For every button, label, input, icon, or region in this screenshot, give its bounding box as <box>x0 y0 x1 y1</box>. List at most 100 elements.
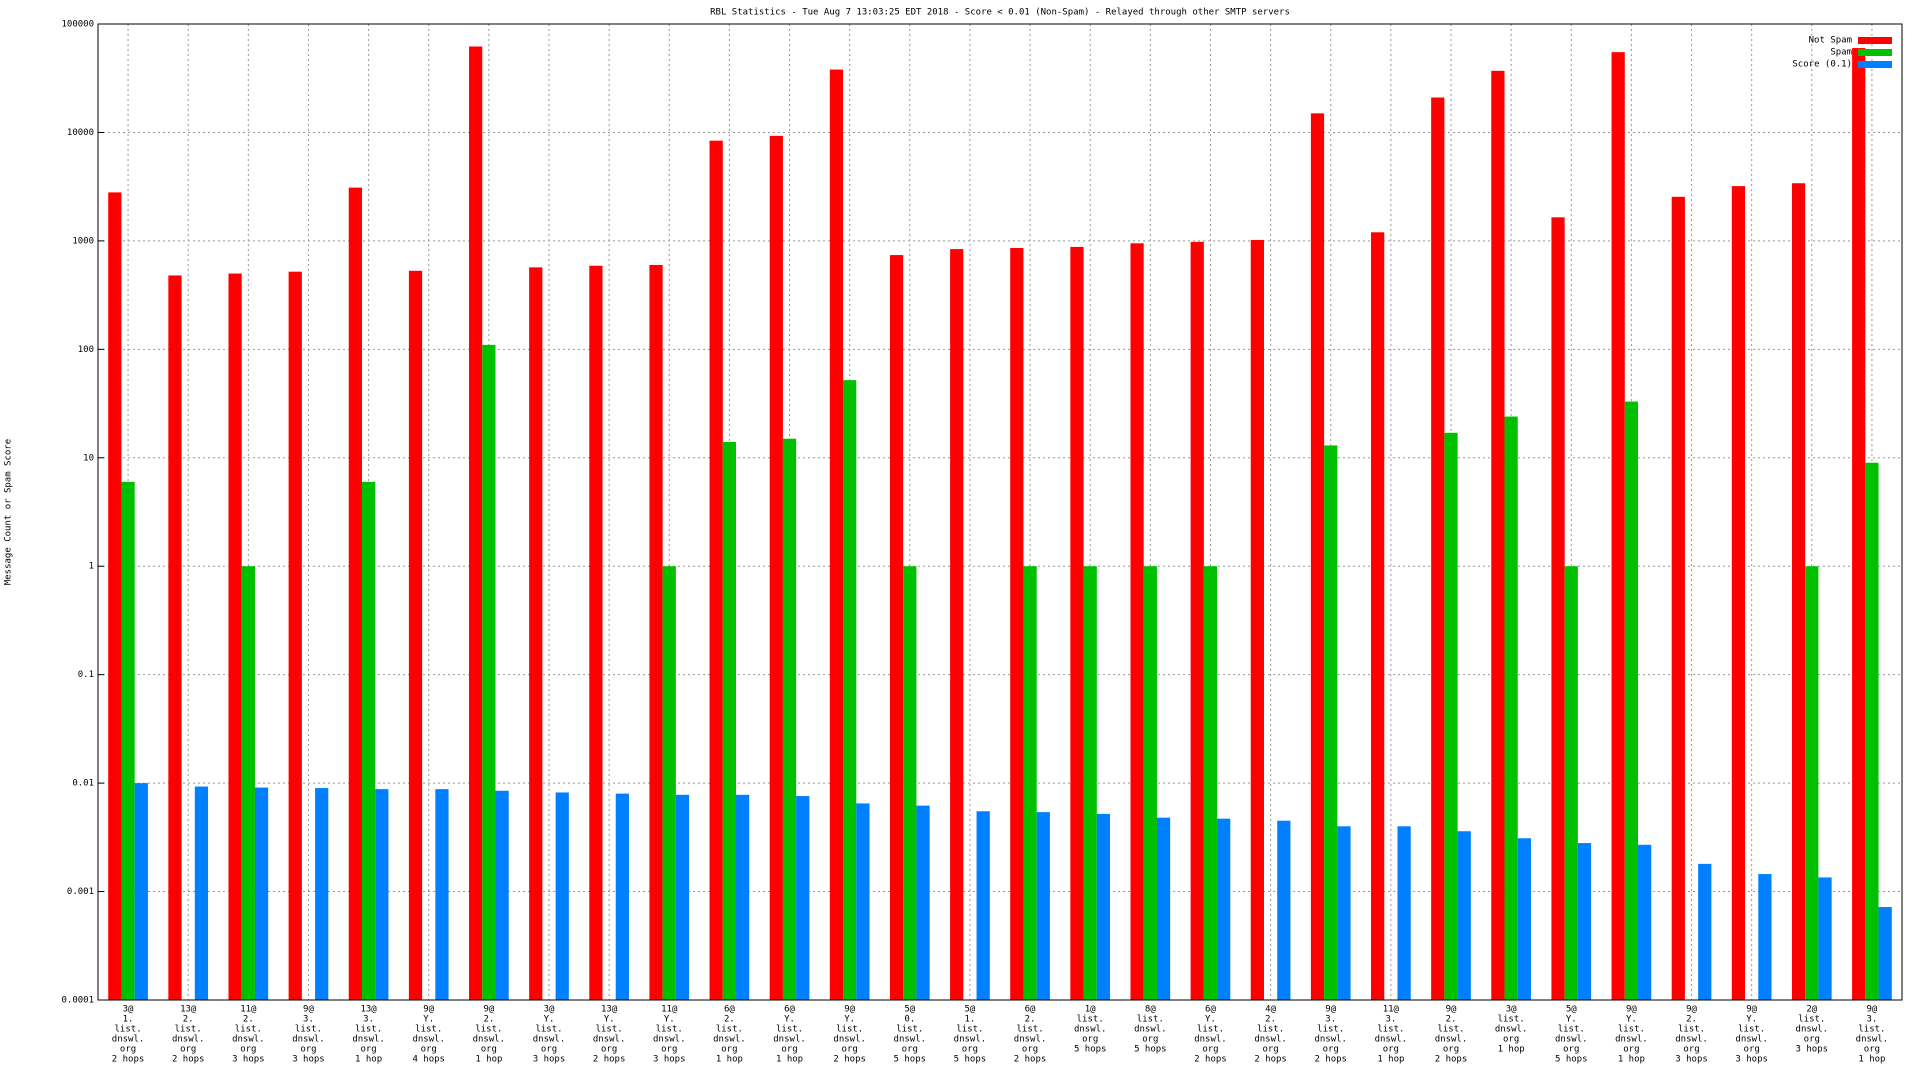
x-tick-label: 3. <box>363 1015 374 1025</box>
x-tick-label: org <box>1262 1045 1278 1055</box>
y-tick-label: 100 <box>78 345 94 355</box>
bar <box>976 811 990 1000</box>
x-tick-label: dnswl. <box>1675 1035 1708 1045</box>
legend-label: Spam <box>1830 48 1852 58</box>
bar <box>348 187 362 1000</box>
x-tick-label: 2 hops <box>112 1055 145 1065</box>
x-tick-label: org <box>661 1045 677 1055</box>
bar <box>1070 246 1084 1001</box>
x-tick-label: 9@ <box>303 1005 314 1015</box>
bar <box>1277 820 1291 1000</box>
bar <box>709 140 723 1000</box>
x-tick-label: 1 hop <box>355 1055 382 1065</box>
bar <box>1865 462 1879 1000</box>
x-tick-label: dnswl. <box>292 1035 325 1045</box>
bar <box>1818 877 1832 1000</box>
x-tick-label: list. <box>1137 1015 1164 1025</box>
x-tick-label: 2. <box>183 1015 194 1025</box>
x-tick-label: 1 hop <box>776 1055 803 1065</box>
x-tick-label: list. <box>1257 1025 1284 1035</box>
bar <box>1250 239 1264 1001</box>
x-tick-label: 1 hop <box>475 1055 502 1065</box>
bar <box>288 271 302 1000</box>
bar <box>1217 818 1231 1000</box>
y-tick-label: 0.001 <box>67 887 94 897</box>
x-tick-label: 13@ <box>180 1005 197 1015</box>
x-tick-label: 4 hops <box>412 1055 445 1065</box>
bar <box>1791 183 1806 1001</box>
bar <box>1758 874 1772 1000</box>
bar <box>1852 48 1866 1000</box>
bar <box>482 344 496 1001</box>
bar <box>1444 432 1458 1000</box>
bar <box>662 566 676 1000</box>
x-tick-label: 6@ <box>1025 1005 1036 1015</box>
x-tick-label: 3 hops <box>292 1055 325 1065</box>
x-tick-label: dnswl. <box>833 1035 866 1045</box>
x-tick-label: Y. <box>844 1015 855 1025</box>
x-tick-label: list. <box>836 1025 863 1035</box>
bar <box>1371 232 1385 1000</box>
x-tick-label: 3. <box>1385 1015 1396 1025</box>
bar <box>1805 566 1819 1000</box>
bar <box>1337 826 1351 1000</box>
bar <box>1611 52 1625 1000</box>
x-tick-label: 2 hops <box>593 1055 626 1065</box>
legend-label: Score (0.1) <box>1792 60 1852 70</box>
x-tick-label: list. <box>415 1025 442 1035</box>
x-tick-label: list. <box>1498 1015 1525 1025</box>
x-tick-label: 2. <box>1446 1015 1457 1025</box>
x-tick-label: 6@ <box>784 1005 795 1015</box>
x-tick-label: list. <box>1618 1025 1645 1035</box>
x-tick-label: 9@ <box>1686 1005 1697 1015</box>
x-tick-label: dnswl. <box>954 1035 987 1045</box>
x-tick-label: 13@ <box>360 1005 377 1015</box>
x-tick-label: org <box>721 1045 737 1055</box>
x-tick-label: dnswl. <box>653 1035 686 1045</box>
y-axis-label: Message Count or Spam Score <box>4 439 14 585</box>
bar <box>1624 401 1639 1000</box>
x-tick-label: 9@ <box>844 1005 855 1015</box>
x-tick-label: dnswl. <box>1495 1025 1528 1035</box>
x-tick-label: dnswl. <box>412 1035 445 1045</box>
x-tick-label: 9@ <box>1867 1005 1878 1015</box>
x-tick-label: 11@ <box>240 1005 257 1015</box>
x-tick-label: dnswl. <box>172 1035 205 1045</box>
x-tick-label: 5 hops <box>1074 1045 1107 1055</box>
x-tick-label: list. <box>1077 1015 1104 1025</box>
y-tick-label: 0.1 <box>78 670 94 680</box>
x-tick-label: 6@ <box>1205 1005 1216 1015</box>
x-tick-label: 3 hops <box>653 1055 686 1065</box>
bar <box>950 249 964 1001</box>
x-tick-label: dnswl. <box>533 1035 566 1045</box>
x-tick-label: 5@ <box>965 1005 976 1015</box>
bar <box>1036 812 1050 1000</box>
x-tick-label: 2 hops <box>1254 1055 1287 1065</box>
x-tick-label: dnswl. <box>1194 1035 1227 1045</box>
x-tick-label: 6@ <box>724 1005 735 1015</box>
x-tick-label: 5@ <box>1566 1005 1577 1015</box>
x-tick-label: org <box>1383 1045 1399 1055</box>
x-tick-label: 9@ <box>1626 1005 1637 1015</box>
bar <box>361 481 376 1000</box>
x-tick-label: 2 hops <box>1314 1055 1347 1065</box>
legend-label: Not Spam <box>1809 36 1852 46</box>
x-tick-label: 11@ <box>661 1005 678 1015</box>
x-tick-label: list. <box>1437 1025 1464 1035</box>
x-tick-label: dnswl. <box>1435 1035 1468 1045</box>
x-tick-label: 3. <box>303 1015 314 1025</box>
x-tick-label: list. <box>115 1025 142 1035</box>
x-tick-label: list. <box>1558 1025 1585 1035</box>
bar <box>1203 566 1218 1000</box>
x-tick-label: Y. <box>604 1015 615 1025</box>
bar <box>1638 844 1652 1000</box>
x-tick-label: org <box>842 1045 858 1055</box>
x-tick-label: 9@ <box>483 1005 494 1015</box>
x-tick-label: 1@ <box>1085 1005 1096 1015</box>
x-tick-label: 2. <box>1025 1015 1036 1025</box>
bar <box>615 793 629 1000</box>
x-tick-label: org <box>421 1045 437 1055</box>
bar <box>1130 243 1144 1001</box>
bar <box>1564 566 1578 1000</box>
bar <box>1431 97 1445 1001</box>
